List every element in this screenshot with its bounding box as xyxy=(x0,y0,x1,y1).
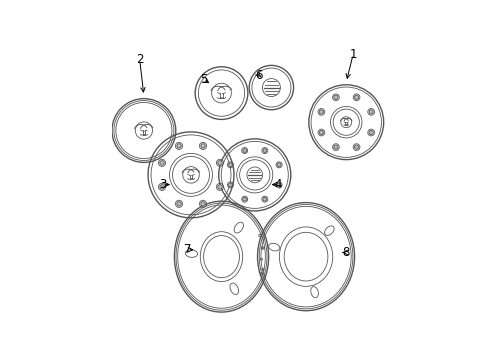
Circle shape xyxy=(263,149,266,152)
Circle shape xyxy=(177,144,181,148)
Circle shape xyxy=(201,202,205,206)
Text: 5: 5 xyxy=(200,73,207,86)
Circle shape xyxy=(201,144,205,148)
Text: 7: 7 xyxy=(184,243,192,256)
Circle shape xyxy=(333,145,337,149)
Circle shape xyxy=(354,145,358,149)
Circle shape xyxy=(277,163,281,167)
Circle shape xyxy=(228,183,232,187)
Circle shape xyxy=(319,130,323,135)
Circle shape xyxy=(263,197,266,201)
Circle shape xyxy=(368,110,372,114)
Circle shape xyxy=(368,130,372,135)
Text: 6: 6 xyxy=(255,68,262,82)
Circle shape xyxy=(160,161,164,165)
Circle shape xyxy=(228,163,232,167)
Circle shape xyxy=(177,202,181,206)
Circle shape xyxy=(243,197,246,201)
Circle shape xyxy=(217,185,222,189)
Text: 2: 2 xyxy=(136,53,143,66)
Circle shape xyxy=(217,161,222,165)
Circle shape xyxy=(277,183,281,187)
Text: 4: 4 xyxy=(274,178,282,191)
Circle shape xyxy=(354,95,358,99)
Circle shape xyxy=(160,185,164,189)
Circle shape xyxy=(243,149,246,152)
Text: 3: 3 xyxy=(159,178,166,191)
Text: 8: 8 xyxy=(342,246,349,259)
Circle shape xyxy=(333,95,337,99)
Text: 1: 1 xyxy=(349,48,356,61)
Circle shape xyxy=(319,110,323,114)
